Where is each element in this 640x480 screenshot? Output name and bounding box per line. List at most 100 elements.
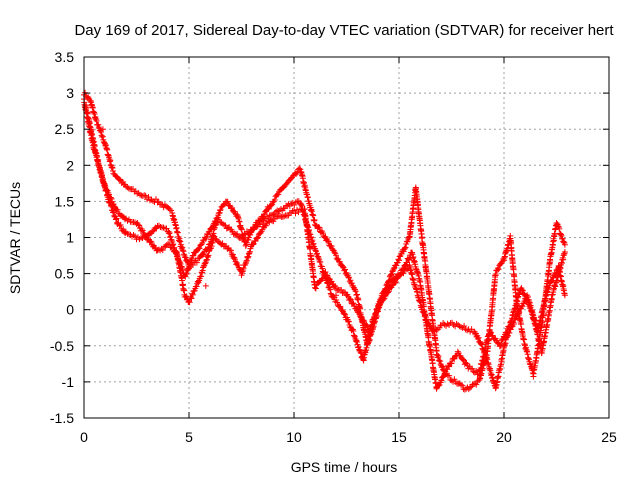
data-point	[561, 241, 568, 248]
data-point	[203, 256, 210, 263]
data-point	[395, 256, 402, 263]
data-point	[319, 230, 326, 237]
data-point	[437, 358, 444, 365]
data-point	[370, 319, 377, 326]
grid-lines	[84, 57, 609, 418]
data-point	[243, 239, 250, 246]
axis-ticks: -1.5 -1 -0.5 0 0.5 1 1.5 2 2.5 3 3.5 0 5 10 15 20 25	[50, 49, 617, 445]
data-point	[135, 221, 142, 228]
data-point	[165, 240, 171, 247]
data-point	[203, 257, 210, 264]
data-point	[473, 381, 480, 388]
data-point	[204, 253, 211, 260]
data-point	[219, 240, 226, 247]
data-point	[340, 310, 347, 317]
data-point	[142, 192, 149, 199]
data-point	[380, 296, 387, 303]
data-point	[423, 316, 430, 323]
data-point	[114, 206, 121, 213]
data-point	[193, 259, 200, 266]
data-point	[319, 275, 326, 282]
data-point	[519, 303, 526, 310]
data-point	[461, 322, 468, 329]
data-point	[377, 301, 384, 308]
data-point	[317, 259, 324, 266]
data-point	[182, 273, 189, 280]
data-point	[556, 225, 563, 232]
data-point	[110, 209, 117, 216]
data-point	[257, 221, 264, 228]
y-tick-label: 0.5	[55, 266, 75, 282]
y-tick-label: -1.5	[50, 410, 74, 426]
data-point	[196, 245, 203, 252]
data-point	[327, 290, 334, 297]
data-point	[470, 368, 477, 375]
x-tick-label: 0	[80, 429, 88, 445]
data-point	[200, 251, 206, 258]
data-point	[136, 222, 143, 229]
data-point	[211, 233, 218, 240]
data-point	[419, 308, 426, 315]
data-point	[438, 377, 445, 384]
data-point	[254, 235, 261, 242]
data-point	[224, 198, 231, 205]
data-point	[242, 231, 249, 238]
data-point	[561, 248, 568, 255]
data-point	[186, 299, 193, 306]
data-point	[189, 291, 196, 298]
data-point	[552, 270, 559, 277]
data-point	[167, 233, 174, 240]
data-point	[120, 226, 127, 233]
data-point	[323, 272, 330, 279]
data-point	[371, 315, 378, 322]
data-point	[166, 230, 173, 237]
data-series	[81, 89, 568, 393]
data-point	[270, 218, 277, 225]
data-point	[257, 229, 264, 236]
data-point	[549, 277, 556, 284]
data-point	[349, 326, 356, 333]
x-tick-label: 20	[496, 429, 512, 445]
data-point	[466, 384, 473, 391]
data-point	[347, 277, 354, 284]
data-point	[163, 225, 170, 232]
data-point	[319, 265, 326, 272]
data-point	[375, 305, 382, 312]
data-point	[448, 377, 455, 384]
data-point	[336, 303, 343, 310]
data-point	[244, 254, 251, 261]
data-point	[333, 285, 339, 292]
data-point	[229, 204, 236, 211]
data-point	[546, 282, 553, 289]
data-point	[93, 117, 100, 124]
data-point	[547, 278, 554, 285]
data-point	[293, 170, 300, 177]
data-point	[478, 341, 485, 348]
data-point	[519, 287, 526, 294]
data-point	[221, 221, 228, 228]
data-point	[202, 282, 209, 289]
data-point	[506, 329, 513, 336]
data-point	[183, 271, 190, 278]
data-point	[277, 206, 284, 213]
data-point	[481, 348, 488, 355]
data-point	[262, 222, 269, 229]
data-point	[391, 280, 398, 287]
data-point	[465, 386, 472, 393]
data-point	[316, 224, 323, 231]
data-point	[235, 262, 242, 269]
data-point	[153, 196, 159, 203]
data-point	[312, 284, 318, 291]
data-point	[322, 268, 329, 275]
data-point	[448, 360, 455, 367]
data-point	[474, 335, 481, 342]
data-point	[403, 238, 410, 245]
data-point	[179, 247, 186, 254]
data-point	[350, 332, 357, 339]
data-point	[439, 363, 446, 370]
data-point	[327, 286, 334, 293]
data-point	[159, 247, 166, 254]
data-point	[451, 376, 458, 383]
data-point	[487, 329, 494, 336]
data-point	[369, 319, 376, 326]
